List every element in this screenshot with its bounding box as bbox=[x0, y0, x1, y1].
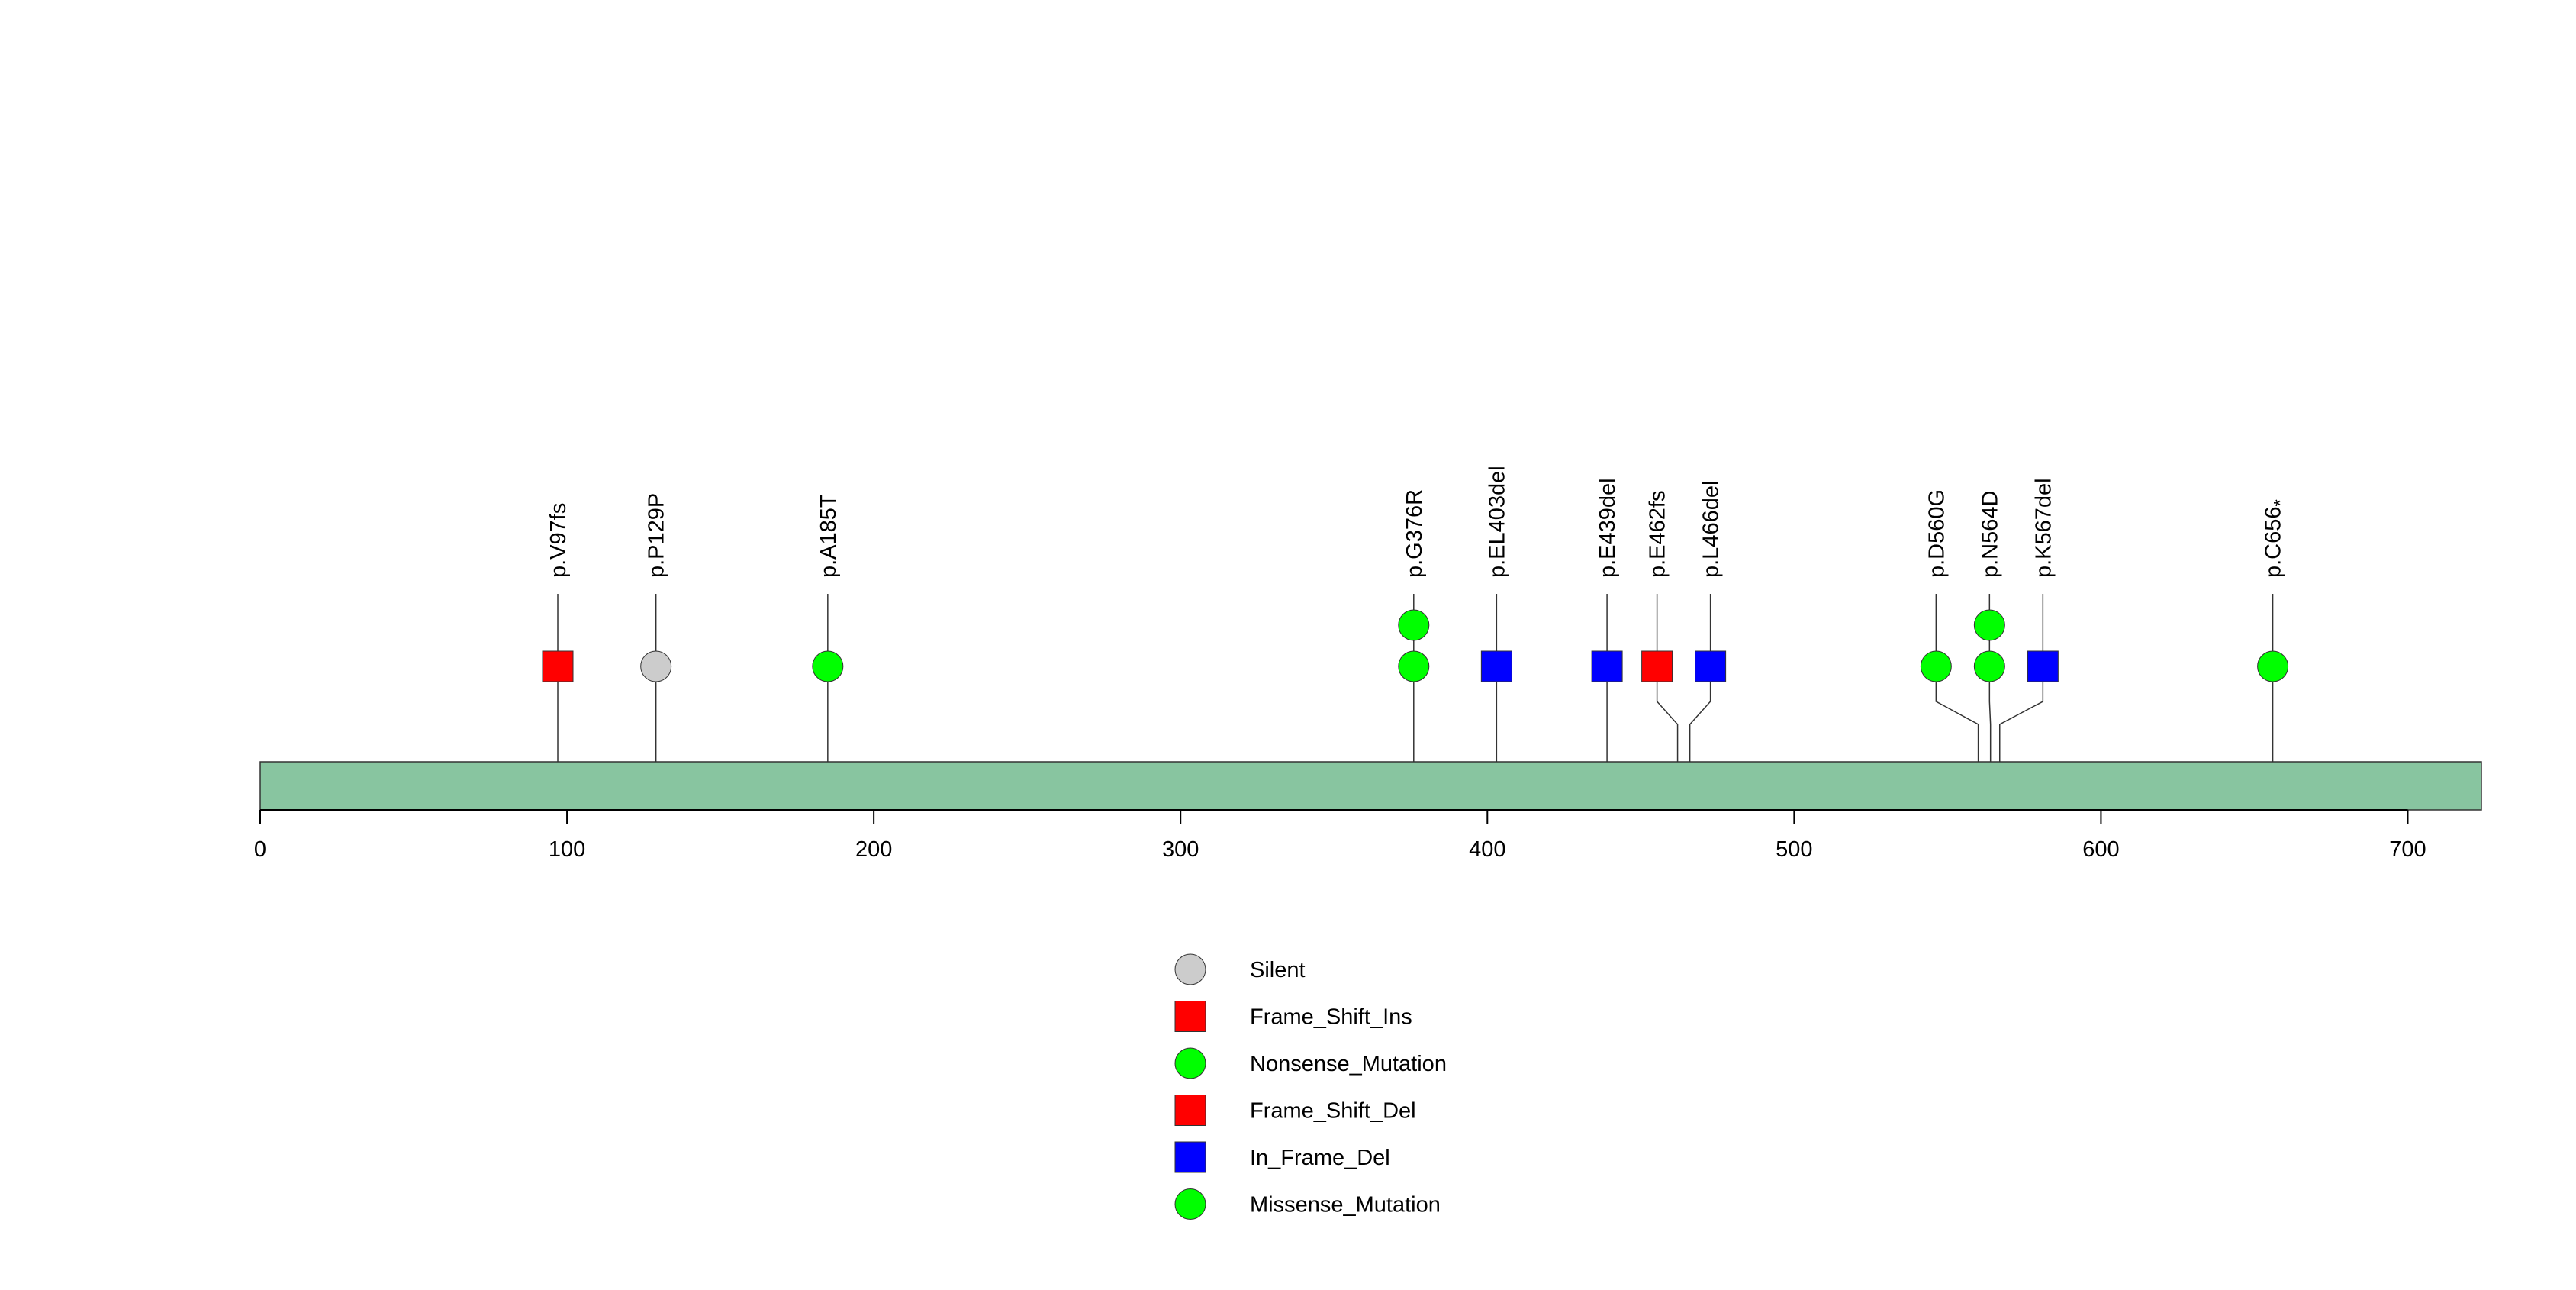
mutation-label: p.G376R bbox=[1402, 489, 1427, 578]
mutation-marker-circle[interactable] bbox=[1398, 609, 1430, 641]
protein-domain-bar bbox=[259, 761, 2482, 811]
legend-label: Nonsense_Mutation bbox=[1250, 1052, 1447, 1076]
mutation-label: p.EL403del bbox=[1485, 466, 1509, 578]
x-tick-label: 100 bbox=[549, 837, 585, 862]
x-tick-label: 0 bbox=[254, 837, 266, 862]
mutation-marker-square[interactable] bbox=[2027, 650, 2059, 682]
legend-swatch bbox=[1174, 1188, 1206, 1220]
mutation-label: p.N564D bbox=[1978, 491, 2002, 578]
mutation-marker-square[interactable] bbox=[1641, 650, 1673, 682]
mutation-marker-circle[interactable] bbox=[1973, 650, 2005, 682]
mutation-label: p.A185T bbox=[816, 494, 841, 578]
mutation-label: p.C656* bbox=[2262, 499, 2291, 578]
legend-label: Missense_Mutation bbox=[1250, 1193, 1441, 1217]
mutation-label: p.K567del bbox=[2031, 478, 2056, 578]
mutation-marker-circle[interactable] bbox=[1973, 609, 2005, 641]
legend-swatch bbox=[1174, 1141, 1206, 1173]
x-tick-label: 300 bbox=[1162, 837, 1199, 862]
mutation-label: p.E439del bbox=[1596, 478, 1620, 578]
legend-label: Silent bbox=[1250, 958, 1306, 982]
mutation-markers bbox=[542, 609, 2289, 682]
mutation-label: p.P129P bbox=[645, 493, 669, 578]
legend-swatch bbox=[1174, 953, 1206, 985]
mutation-marker-square[interactable] bbox=[542, 650, 574, 682]
mutation-labels: p.V97fs p.P129P p.A185T p.G376R p.EL403del p.… bbox=[546, 466, 2291, 578]
legend-label: Frame_Shift_Del bbox=[1250, 1099, 1416, 1124]
mutation-marker-circle[interactable] bbox=[2257, 650, 2289, 682]
x-tick-label: 200 bbox=[855, 837, 892, 862]
mutation-marker-circle[interactable] bbox=[812, 650, 844, 682]
legend-label: Frame_Shift_Ins bbox=[1250, 1005, 1412, 1030]
x-tick-label: 600 bbox=[2082, 837, 2119, 862]
mutation-label: p.E462fs bbox=[1646, 491, 1670, 578]
legend: Silent Frame_Shift_Ins Nonsense_Mutation Fr… bbox=[1174, 953, 1447, 1220]
legend-label: In_Frame_Del bbox=[1250, 1146, 1390, 1170]
mutation-marker-circle[interactable] bbox=[1920, 650, 1952, 682]
mutation-marker-square[interactable] bbox=[1591, 650, 1623, 682]
mutation-marker-circle[interactable] bbox=[1398, 650, 1430, 682]
mutation-marker-square[interactable] bbox=[1480, 650, 1512, 682]
x-tick-label: 400 bbox=[1469, 837, 1505, 862]
x-tick-label: 700 bbox=[2389, 837, 2426, 862]
mutation-label: p.D560G bbox=[1924, 489, 1949, 578]
mutation-marker-square[interactable] bbox=[1695, 650, 1727, 682]
mutation-label: p.L466del bbox=[1699, 481, 1724, 578]
legend-swatch bbox=[1174, 1047, 1206, 1079]
legend-swatch bbox=[1174, 1095, 1206, 1126]
x-tick-label: 500 bbox=[1776, 837, 1812, 862]
mutation-marker-circle[interactable] bbox=[640, 650, 672, 682]
x-axis: 0 100 200 300 400 500 600 700 bbox=[254, 809, 2426, 862]
mutation-label: p.V97fs bbox=[546, 503, 571, 578]
legend-swatch bbox=[1174, 1001, 1206, 1032]
